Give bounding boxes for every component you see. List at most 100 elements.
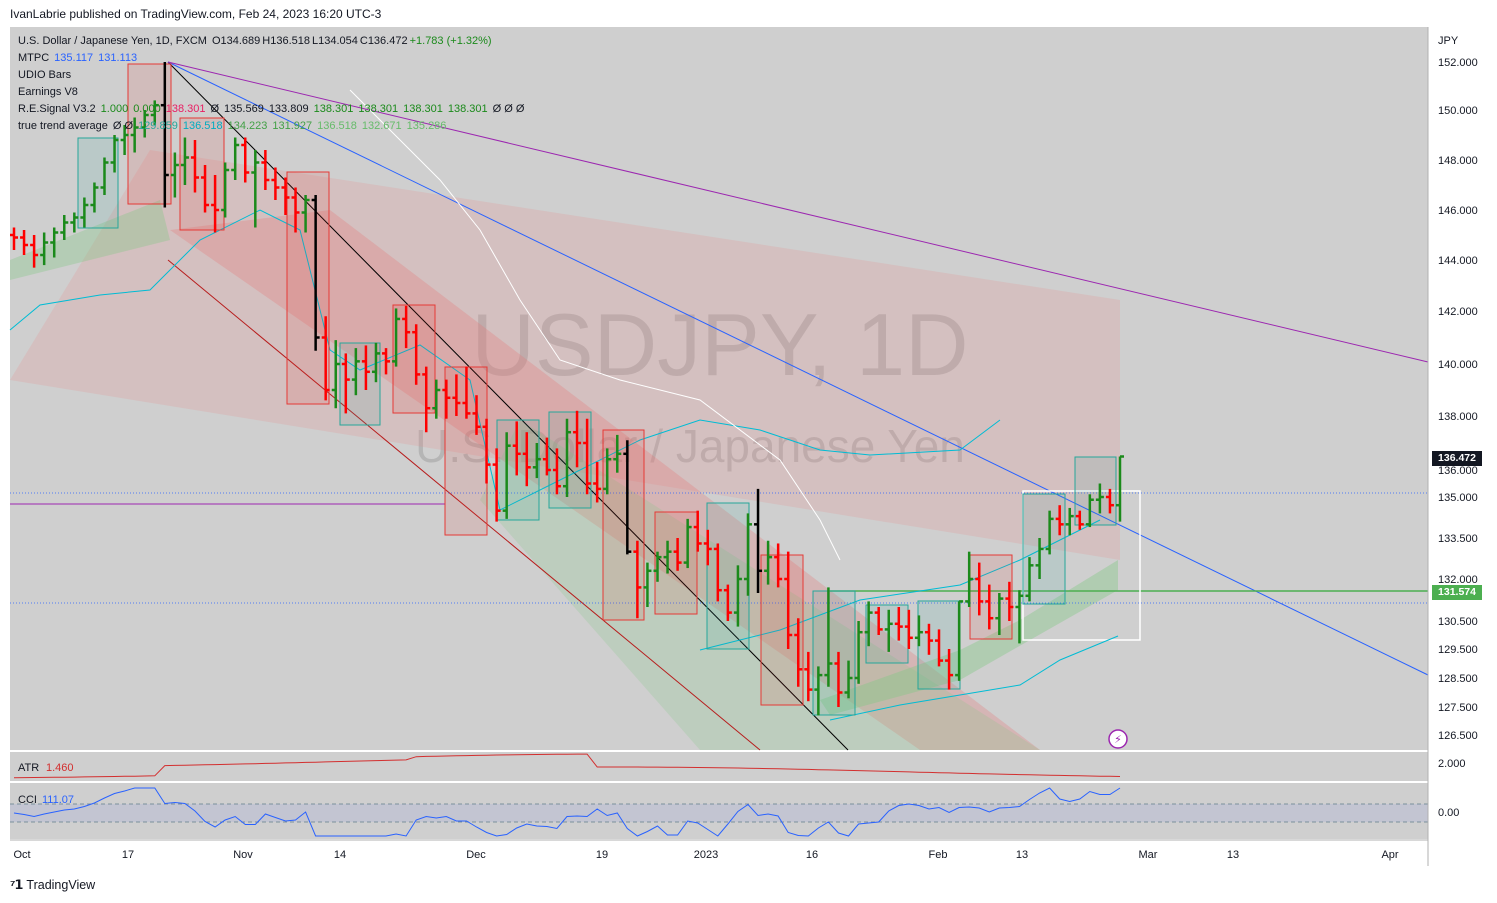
- ohlc-bar: [1075, 510, 1084, 530]
- ohlc-bar: [472, 395, 481, 435]
- signal-box: [496, 419, 540, 521]
- ohlc-bar: [995, 593, 1004, 635]
- publisher-line: IvanLabrie published on TradingView.com,…: [10, 7, 382, 21]
- ohlc-bar: [190, 140, 199, 193]
- legend-tta-v7: 132.671: [361, 120, 402, 132]
- ohlc-bar: [542, 437, 551, 476]
- footer: ⁷𝟭 TradingView: [10, 877, 95, 893]
- ohlc-bar: [1116, 455, 1124, 522]
- legend-resignal-v3: 138.301: [165, 103, 206, 115]
- cci-line: [13, 787, 1121, 837]
- price-tick-label: 130.500: [1438, 616, 1478, 628]
- ohlc-bar: [422, 366, 431, 433]
- ohlc-bar: [221, 162, 230, 218]
- signal-box: [392, 304, 436, 414]
- ohlc-bar: [452, 374, 461, 416]
- signal-box: [654, 511, 698, 615]
- atr-axis-label: 2.000: [1438, 758, 1466, 770]
- legend-tta-v4: 134.223: [227, 120, 268, 132]
- hline-price-tag: 131.574: [1432, 585, 1482, 600]
- price-tick-label: 140.000: [1438, 359, 1478, 371]
- alert-icon[interactable]: [1108, 729, 1128, 749]
- price-tick-label: 133.500: [1438, 533, 1478, 545]
- signal-box: [548, 411, 592, 509]
- white-curve: [349, 89, 841, 561]
- ohlc-bar: [281, 177, 290, 215]
- currency-label: JPY: [1438, 35, 1459, 47]
- atr-legend: ATR 1.460: [18, 762, 74, 774]
- ohlc-bar: [814, 666, 823, 716]
- time-tick-label: 16: [806, 849, 818, 861]
- ohlc-bar: [1025, 557, 1034, 602]
- legend-udio-name: UDIO Bars: [18, 69, 72, 81]
- drawing-overlay: [9, 61, 1429, 751]
- ohlc-bar: [774, 543, 783, 588]
- signal-box: [706, 502, 750, 650]
- ohlc-bar: [170, 152, 179, 198]
- time-axis[interactable]: Oct 17 Nov 14 Dec 19 2023 16 Feb 13 Mar 13 Apr: [13, 849, 1398, 861]
- ohlc-bar: [241, 137, 250, 183]
- ohlc-bar: [884, 609, 893, 652]
- time-tick-label: 17: [122, 849, 134, 861]
- ohlc-bar: [522, 432, 531, 487]
- cci-legend: CCI 111.07: [18, 794, 74, 806]
- ohlc-bar: [341, 353, 350, 414]
- legend-tta: true trend average Ø Ø 129.859 136.518 134.2…: [18, 120, 451, 132]
- ohlc-bar: [824, 587, 833, 687]
- ohlc-bar: [201, 165, 210, 213]
- cci-band: [10, 804, 1428, 822]
- ohlc-bar: [955, 600, 964, 681]
- ohlc-bar: [371, 342, 380, 383]
- legend-mtpc-v2: 131.113: [98, 52, 138, 64]
- time-tick-label: 19: [596, 849, 608, 861]
- cci-indicator: [10, 787, 1428, 837]
- ohlc-bar: [50, 227, 59, 258]
- ohlc-bar: [110, 135, 119, 173]
- atr-indicator: [13, 753, 1121, 779]
- legend-resignal-name: R.E.Signal V3.2: [18, 103, 96, 115]
- price-axis[interactable]: 126.500 127.500 128.500 129.500 130.500 132.0…: [1438, 57, 1478, 742]
- ohlc-bar: [975, 562, 984, 616]
- ohlc-bar: [120, 125, 129, 155]
- ohlc-bar: [1005, 581, 1014, 621]
- purple-trendline: [167, 61, 1429, 363]
- legend-mtpc-name: MTPC: [18, 52, 50, 64]
- ohlc-bar: [10, 227, 18, 250]
- ohlc-bar: [1045, 510, 1054, 555]
- ohlc-bar: [603, 448, 612, 495]
- legend-tta-v3: 136.518: [182, 120, 223, 132]
- ohlc-bar: [402, 305, 411, 349]
- ohlc-bar: [693, 510, 702, 552]
- ohlc-bar: [593, 461, 602, 503]
- legend-open: O134.689: [211, 35, 261, 47]
- watermark-symbol: USDJPY, 1D: [471, 295, 968, 394]
- ohlc-bar: [130, 117, 139, 153]
- ohlc-bar: [251, 150, 260, 228]
- legend-resignal-v11: Ø Ø Ø: [492, 103, 525, 115]
- legend-resignal-v6: 133.809: [268, 103, 309, 115]
- ohlc-bar: [442, 379, 451, 419]
- price-tick-label: 127.500: [1438, 702, 1478, 714]
- ohlc-bar: [633, 540, 642, 619]
- legend-resignal-v2: 0.000: [133, 103, 161, 115]
- ohlc-bar: [271, 167, 280, 200]
- tradingview-logo-icon: ⁷𝟭: [10, 877, 23, 892]
- price-tick-label: 136.000: [1438, 465, 1478, 477]
- tta-bottom-line: [829, 635, 1119, 721]
- ohlc-bar: [301, 195, 310, 233]
- cci-label: CCI: [18, 794, 37, 806]
- price-tick-label: 148.000: [1438, 155, 1478, 167]
- legend-resignal: R.E.Signal V3.2 1.000 0.000 138.301 Ø 135.569…: [18, 103, 529, 115]
- ohlc-bar: [985, 584, 994, 630]
- ohlc-bar: [1065, 507, 1074, 536]
- ohlc-bar: [563, 418, 571, 497]
- signal-box: [179, 117, 225, 231]
- legend-tta-v1: Ø Ø: [112, 120, 134, 132]
- legend-resignal-v10: 138.301: [447, 103, 488, 115]
- time-tick-label: 13: [1227, 849, 1239, 861]
- ohlc-bar: [683, 518, 692, 569]
- ohlc-bar: [874, 607, 883, 635]
- ohlc-bar: [935, 629, 944, 667]
- alert-icon-glyph: ⚡: [1114, 733, 1122, 746]
